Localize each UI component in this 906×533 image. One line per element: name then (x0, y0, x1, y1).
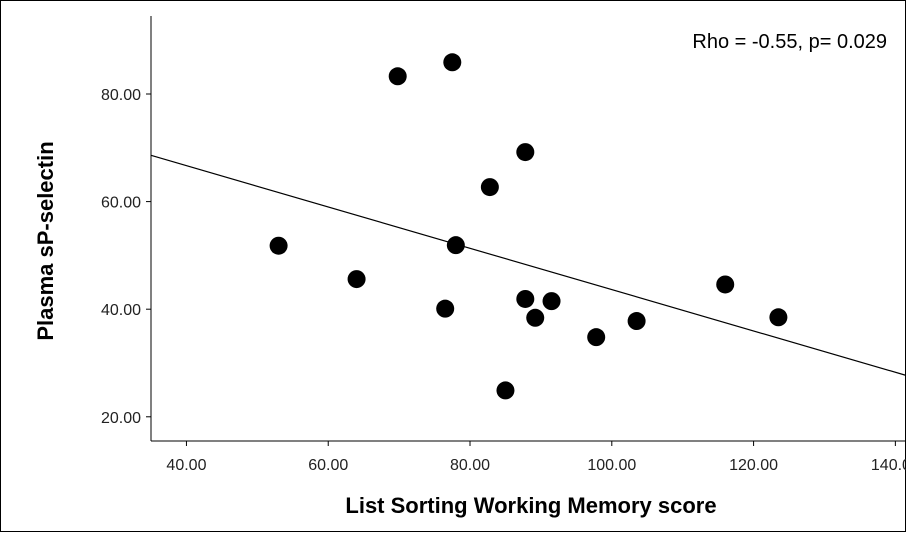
x-tick-label: 140.00 (871, 457, 906, 474)
y-axis-title: Plasma sP-selectin (33, 141, 58, 340)
data-point (516, 143, 535, 162)
data-point (716, 275, 735, 294)
data-point (388, 67, 407, 86)
data-point (347, 270, 366, 289)
data-point (269, 236, 288, 255)
x-axis-title: List Sorting Working Memory score (345, 493, 716, 518)
data-point (446, 236, 465, 255)
data-point (769, 308, 788, 327)
x-tick-label: 100.00 (587, 457, 636, 474)
x-tick-label: 40.00 (166, 457, 206, 474)
data-point (443, 53, 462, 72)
data-point (480, 178, 499, 197)
data-point (526, 308, 545, 327)
correlation-annotation: Rho = -0.55, p= 0.029 (692, 31, 887, 53)
data-point (436, 299, 455, 318)
data-point (542, 292, 561, 311)
x-tick-label: 60.00 (308, 457, 348, 474)
y-tick-label: 60.00 (101, 195, 141, 212)
data-point (496, 381, 515, 400)
x-tick-label: 80.00 (450, 457, 490, 474)
axes (150, 16, 906, 442)
x-axis-ticks: 40.00 60.00 80.00 100.00 120.00 140.00 (166, 441, 906, 474)
data-point (516, 289, 535, 308)
regression-line-group (150, 154, 906, 376)
y-tick-label: 40.00 (101, 302, 141, 319)
data-point (587, 328, 606, 347)
data-points (269, 53, 788, 400)
y-axis-ticks: 20.00 40.00 60.00 80.00 (101, 87, 151, 427)
data-point (627, 312, 646, 331)
x-tick-label: 120.00 (729, 457, 778, 474)
regression-line (150, 154, 906, 376)
y-tick-label: 20.00 (101, 410, 141, 427)
y-tick-label: 80.00 (101, 87, 141, 104)
